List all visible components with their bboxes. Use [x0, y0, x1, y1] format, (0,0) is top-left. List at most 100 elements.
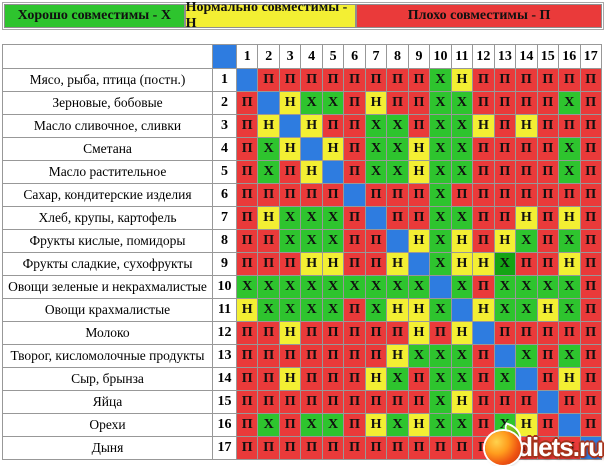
row-label: Овощи зеленые и некрахмалистые [2, 275, 213, 299]
table-row: Сметана 4 П Х Н Н П Х Х Н Х Х П П П П Х П [2, 137, 602, 161]
diagonal-cell [343, 183, 366, 207]
matrix-cell: Н [536, 298, 560, 322]
matrix-cell: Н [278, 137, 302, 161]
matrix-cell: Н [558, 367, 581, 391]
row-number: 2 [212, 91, 237, 115]
matrix-cell: П [579, 344, 602, 368]
row-number: 11 [212, 298, 237, 322]
table-row: Масло сливочное, сливки 3 П Н Н П П Х Х П Х Х Н П Н П П П [2, 114, 602, 138]
matrix-cell: П [343, 160, 366, 184]
matrix-cell: Х [450, 413, 474, 437]
row-number: 4 [212, 137, 237, 161]
matrix-cell: Х [493, 367, 517, 391]
diagonal-cell [515, 367, 538, 391]
table-row: Сыр, брынза 14 П П Н П П П Н Х П Х Х П Х П Н П [2, 367, 602, 391]
matrix-cell: П [472, 137, 495, 161]
matrix-cell: Х [450, 91, 474, 115]
row-label: Сметана [2, 137, 213, 161]
matrix-cell: П [579, 252, 602, 276]
legend-normal: Нормально совместимы - Н [184, 0, 357, 31]
matrix-cell: П [364, 436, 388, 460]
matrix-cell: П [343, 252, 366, 276]
column-header-12: 12 [472, 44, 495, 69]
matrix-cell: Х [558, 137, 581, 161]
matrix-cell: П [536, 252, 560, 276]
table-row: Молоко 12 П П Н П П П П П Н П Н П П П П П [2, 321, 602, 345]
matrix-cell: Х [450, 160, 474, 184]
matrix-cell: Х [558, 160, 581, 184]
matrix-cell: П [300, 68, 323, 92]
matrix-cell: П [278, 344, 302, 368]
matrix-cell: П [343, 367, 366, 391]
matrix-cell: П [536, 160, 560, 184]
matrix-cell: Х [321, 206, 345, 230]
matrix-cell: П [235, 436, 259, 460]
matrix-cell: П [257, 183, 280, 207]
matrix-cell: П [515, 160, 538, 184]
matrix-cell: П [386, 390, 409, 414]
matrix-cell: П [472, 275, 495, 299]
matrix-cell: Х [515, 275, 538, 299]
matrix-cell: П [493, 160, 517, 184]
diagonal-cell [536, 390, 560, 414]
row-label: Масло растительное [2, 160, 213, 184]
column-header-9: 9 [407, 44, 431, 69]
diagonal-cell [429, 275, 452, 299]
table-row: Фрукты кислые, помидоры 8 П П Х Х Х П П Н Х Н П Н Х П Х П [2, 229, 602, 253]
matrix-cell: П [472, 91, 495, 115]
row-number: 8 [212, 229, 237, 253]
column-header-8: 8 [386, 44, 409, 69]
matrix-cell: П [579, 114, 602, 138]
matrix-cell: П [579, 390, 602, 414]
matrix-cell: Х [429, 137, 452, 161]
matrix-cell: П [235, 229, 259, 253]
matrix-cell: Н [407, 321, 431, 345]
matrix-cell: П [515, 321, 538, 345]
matrix-cell: Н [472, 298, 495, 322]
matrix-cell: П [493, 137, 517, 161]
matrix-cell: П [300, 321, 323, 345]
row-number: 12 [212, 321, 237, 345]
matrix-cell: П [386, 436, 409, 460]
matrix-cell: П [321, 390, 345, 414]
matrix-cell: Н [364, 367, 388, 391]
row-label: Орехи [2, 413, 213, 437]
matrix-cell: Н [364, 413, 388, 437]
matrix-cell: П [343, 390, 366, 414]
matrix-cell: П [472, 160, 495, 184]
matrix-cell: П [536, 206, 560, 230]
matrix-cell: Н [407, 137, 431, 161]
row-number: 15 [212, 390, 237, 414]
matrix-cell: Х [278, 229, 302, 253]
matrix-cell: П [343, 436, 366, 460]
matrix-cell: П [321, 367, 345, 391]
row-number: 3 [212, 114, 237, 138]
table-row: Масло растительное 5 П Х П Н П Х Х Н Х Х П П П П Х П [2, 160, 602, 184]
matrix-cell: П [257, 390, 280, 414]
matrix-cell: П [579, 68, 602, 92]
matrix-cell: Х [364, 275, 388, 299]
matrix-cell: Х [429, 252, 452, 276]
matrix-cell: Х [257, 137, 280, 161]
matrix-cell: П [321, 183, 345, 207]
diagonal-cell [321, 160, 345, 184]
matrix-cell: Н [235, 298, 259, 322]
matrix-cell: Х [558, 91, 581, 115]
matrix-cell: П [386, 68, 409, 92]
matrix-cell: П [558, 321, 581, 345]
matrix-cell: П [321, 114, 345, 138]
matrix-cell: Х [450, 137, 474, 161]
matrix-cell: П [321, 321, 345, 345]
column-header-5: 5 [321, 44, 345, 69]
matrix-cell: Х [429, 367, 452, 391]
matrix-cell: П [407, 367, 431, 391]
matrix-cell: П [300, 436, 323, 460]
matrix-cell: П [300, 344, 323, 368]
column-header-7: 7 [364, 44, 388, 69]
matrix-cell: П [321, 344, 345, 368]
matrix-cell: П [278, 436, 302, 460]
row-label: Фрукты кислые, помидоры [2, 229, 213, 253]
row-label: Творог, кисломолочные продукты [2, 344, 213, 368]
matrix-cell: Х [278, 206, 302, 230]
row-label: Сыр, брынза [2, 367, 213, 391]
